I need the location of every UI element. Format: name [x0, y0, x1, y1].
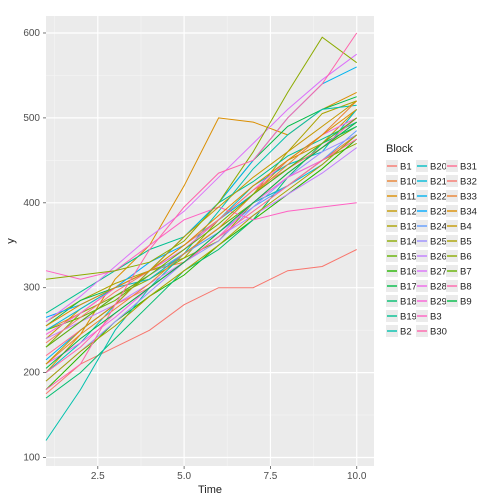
- legend-label: B8: [460, 282, 472, 293]
- x-axis-title: Time: [198, 484, 222, 496]
- legend-label: B7: [460, 267, 472, 278]
- legend-label: B6: [460, 252, 472, 263]
- x-tick-label: 2.5: [91, 471, 105, 482]
- y-tick-label: 100: [23, 453, 40, 464]
- legend-label: B29: [430, 297, 447, 308]
- legend-label: B13: [400, 222, 417, 233]
- legend-label: B18: [400, 297, 417, 308]
- legend-label: B33: [460, 192, 477, 203]
- legend-label: B34: [460, 207, 477, 218]
- legend-label: B22: [430, 192, 447, 203]
- y-tick-label: 300: [23, 283, 40, 294]
- x-tick-label: 7.5: [263, 471, 277, 482]
- legend-label: B12: [400, 207, 417, 218]
- line-chart: 100 200 300 400 500 600 2.5 5.0 7.5 10.0 Time y Bloc…: [0, 0, 504, 504]
- legend-label: B5: [460, 237, 472, 248]
- legend-label: B30: [430, 327, 447, 338]
- legend-label: B28: [430, 282, 447, 293]
- panel-bg: [46, 16, 374, 466]
- y-axis-title: y: [5, 238, 17, 244]
- legend-label: B23: [430, 207, 447, 218]
- y-tick-label: 600: [23, 28, 40, 39]
- legend: B1 B10 B11 B12 B13 B14 B15 B16 B17 B18 B19 B2 B20 B21…: [386, 160, 477, 338]
- legend-label: B10: [400, 177, 417, 188]
- x-tick-label: 5.0: [177, 471, 191, 482]
- legend-label: B3: [430, 312, 442, 323]
- legend-label: B1: [400, 162, 412, 173]
- legend-label: B14: [400, 237, 417, 248]
- y-tick-label: 500: [23, 113, 40, 124]
- legend-title: Block: [386, 143, 413, 155]
- legend-label: B4: [460, 222, 472, 233]
- legend-label: B24: [430, 222, 447, 233]
- y-tick-label: 400: [23, 198, 40, 209]
- legend-label: B15: [400, 252, 417, 263]
- legend-label: B32: [460, 177, 477, 188]
- legend-label: B17: [400, 282, 417, 293]
- legend-label: B11: [400, 192, 416, 203]
- legend-label: B25: [430, 237, 447, 248]
- legend-label: B26: [430, 252, 447, 263]
- y-tick-label: 200: [23, 368, 40, 379]
- legend-label: B16: [400, 267, 417, 278]
- x-tick-label: 10.0: [347, 471, 367, 482]
- legend-label: B21: [430, 177, 447, 188]
- legend-label: B20: [430, 162, 447, 173]
- legend-label: B2: [400, 327, 412, 338]
- legend-label: B9: [460, 297, 472, 308]
- legend-label: B31: [460, 162, 477, 173]
- legend-label: B27: [430, 267, 447, 278]
- legend-label: B19: [400, 312, 417, 323]
